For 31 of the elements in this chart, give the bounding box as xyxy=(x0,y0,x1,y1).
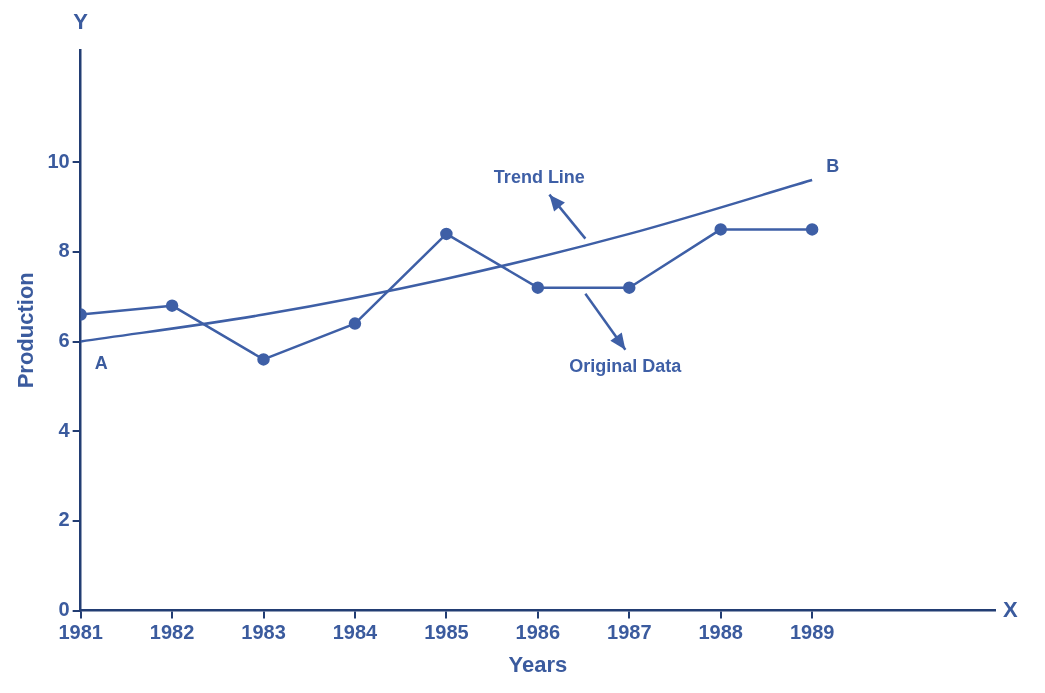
point xyxy=(531,281,545,294)
x-tick-label: 1983 xyxy=(241,621,286,644)
y-tick-label: 6 xyxy=(58,329,70,352)
x-tick-label: 1981 xyxy=(58,621,103,644)
point xyxy=(257,353,270,366)
point xyxy=(805,223,819,236)
annotation: B xyxy=(826,156,840,177)
point xyxy=(165,299,179,312)
point xyxy=(714,223,727,236)
y-tick-label: 8 xyxy=(58,239,70,262)
x-tick-label: 1982 xyxy=(149,621,195,644)
annotation: A xyxy=(94,353,108,374)
x-tick-label: 1989 xyxy=(789,621,835,644)
y-axis-title: Production xyxy=(13,272,39,389)
x-axis-title: Years xyxy=(508,651,568,677)
x-tick-label: 1985 xyxy=(424,621,469,644)
text: X xyxy=(1003,596,1018,622)
y-tick-label: 4 xyxy=(58,418,71,441)
point xyxy=(440,227,453,241)
y-tick-label: 2 xyxy=(58,508,70,531)
x-tick-label: 1984 xyxy=(332,621,379,644)
point xyxy=(623,281,636,294)
x-tick-label: 1988 xyxy=(698,621,743,644)
x-tick-label: 1987 xyxy=(607,621,652,644)
annotation: Trend Line xyxy=(493,166,585,187)
text: Y xyxy=(73,9,89,35)
y-tick-label: 10 xyxy=(47,149,70,172)
annotation: Original Data xyxy=(569,355,683,376)
x-tick-label: 1986 xyxy=(515,621,561,644)
point xyxy=(348,317,362,330)
y-tick-label: 0 xyxy=(58,598,70,621)
